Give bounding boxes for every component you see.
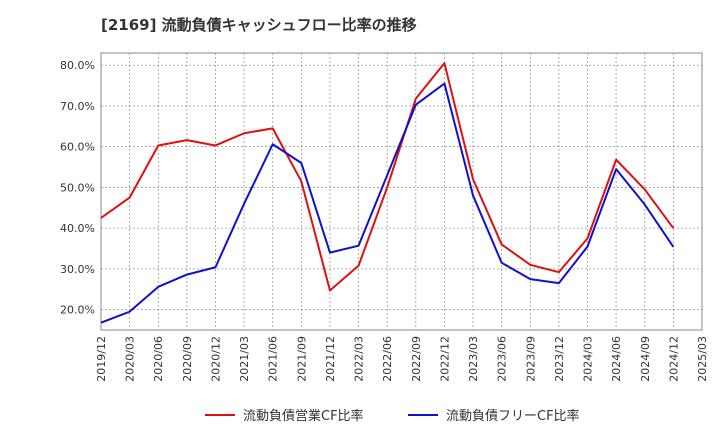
y-tick-label: 50.0% (60, 181, 95, 194)
chart-title: [2169] 流動負債キャッシュフロー比率の推移 (101, 16, 417, 34)
x-tick-label: 2021/09 (295, 336, 308, 382)
x-tick-label: 2023/03 (467, 336, 480, 382)
x-tick-label: 2024/12 (667, 336, 680, 382)
x-tick-label: 2024/09 (639, 336, 652, 382)
x-tick-label: 2024/03 (582, 336, 595, 382)
y-tick-label: 20.0% (60, 304, 95, 317)
x-tick-label: 2023/06 (496, 336, 509, 382)
x-axis-ticks: 2019/12 2020/03 2020/06 2020/09 2020/12 2021/… (95, 336, 709, 382)
y-tick-label: 80.0% (60, 59, 95, 72)
x-tick-label: 2022/03 (353, 336, 366, 382)
x-tick-label: 2024/06 (610, 336, 623, 382)
x-tick-label: 2022/12 (438, 336, 451, 382)
legend-label: 流動負債フリーCF比率 (446, 408, 580, 424)
legend-label: 流動負債営業CF比率 (243, 408, 364, 424)
x-tick-label: 2019/12 (95, 336, 108, 382)
y-tick-label: 30.0% (60, 263, 95, 276)
series-line-operating-cf (100, 62, 675, 292)
x-tick-label: 2022/09 (410, 336, 423, 382)
y-tick-label: 70.0% (60, 100, 95, 113)
y-tick-label: 60.0% (60, 141, 95, 154)
legend: 流動負債営業CF比率 流動負債フリーCF比率 (205, 408, 580, 424)
x-tick-label: 2020/09 (181, 336, 194, 382)
x-tick-label: 2020/06 (152, 336, 165, 382)
x-tick-label: 2023/12 (553, 336, 566, 382)
x-tick-label: 2021/12 (324, 336, 337, 382)
y-tick-label: 40.0% (60, 222, 95, 235)
series-line-free-cf (100, 82, 675, 324)
x-tick-label: 2020/12 (209, 336, 222, 382)
y-axis-ticks: 20.0% 30.0% 40.0% 50.0% 60.0% 70.0% 80.0% (60, 59, 95, 316)
series-lines (100, 62, 675, 324)
x-tick-label: 2022/06 (381, 336, 394, 382)
x-tick-label: 2020/03 (124, 336, 137, 382)
x-tick-label: 2025/03 (696, 336, 709, 382)
x-tick-label: 2023/09 (524, 336, 537, 382)
x-tick-label: 2021/06 (267, 336, 280, 382)
plot-area (100, 52, 703, 331)
grid (101, 53, 702, 330)
x-tick-label: 2021/03 (238, 336, 251, 382)
